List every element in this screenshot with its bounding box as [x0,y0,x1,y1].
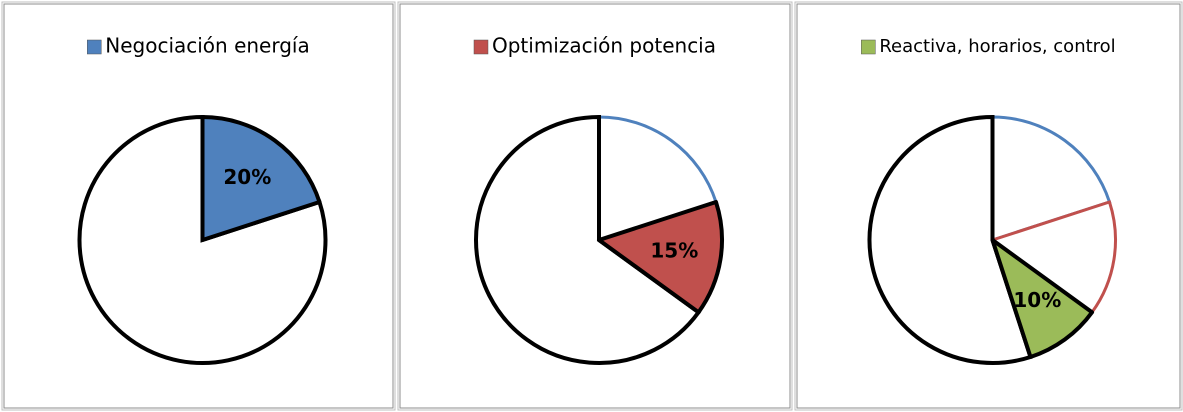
pie-slice [991,115,1112,243]
pie-slice [597,199,724,315]
data-label: 20% [223,165,271,189]
panel-border [397,1,793,411]
legend-label: Negociación energía [105,34,310,58]
panel-border [796,3,1181,409]
legend-label: Optimización potencia [492,34,716,58]
panel-border [399,3,791,409]
pie-slice [474,114,702,365]
panel-border [794,1,1183,411]
legend-swatch [861,39,876,55]
data-label: 15% [650,238,698,262]
panel-border [1,1,396,411]
pie-slice [989,200,1117,315]
panel-border [3,3,394,409]
pie-slice [200,115,322,242]
pie-slice [990,238,1095,359]
legend-swatch [473,39,489,55]
legend-swatch [87,39,102,55]
legend-label: Reactiva, horarios, control [879,36,1115,57]
pie-slice [867,114,1034,365]
pie-slice [597,115,718,243]
data-label: 10% [1013,288,1061,312]
